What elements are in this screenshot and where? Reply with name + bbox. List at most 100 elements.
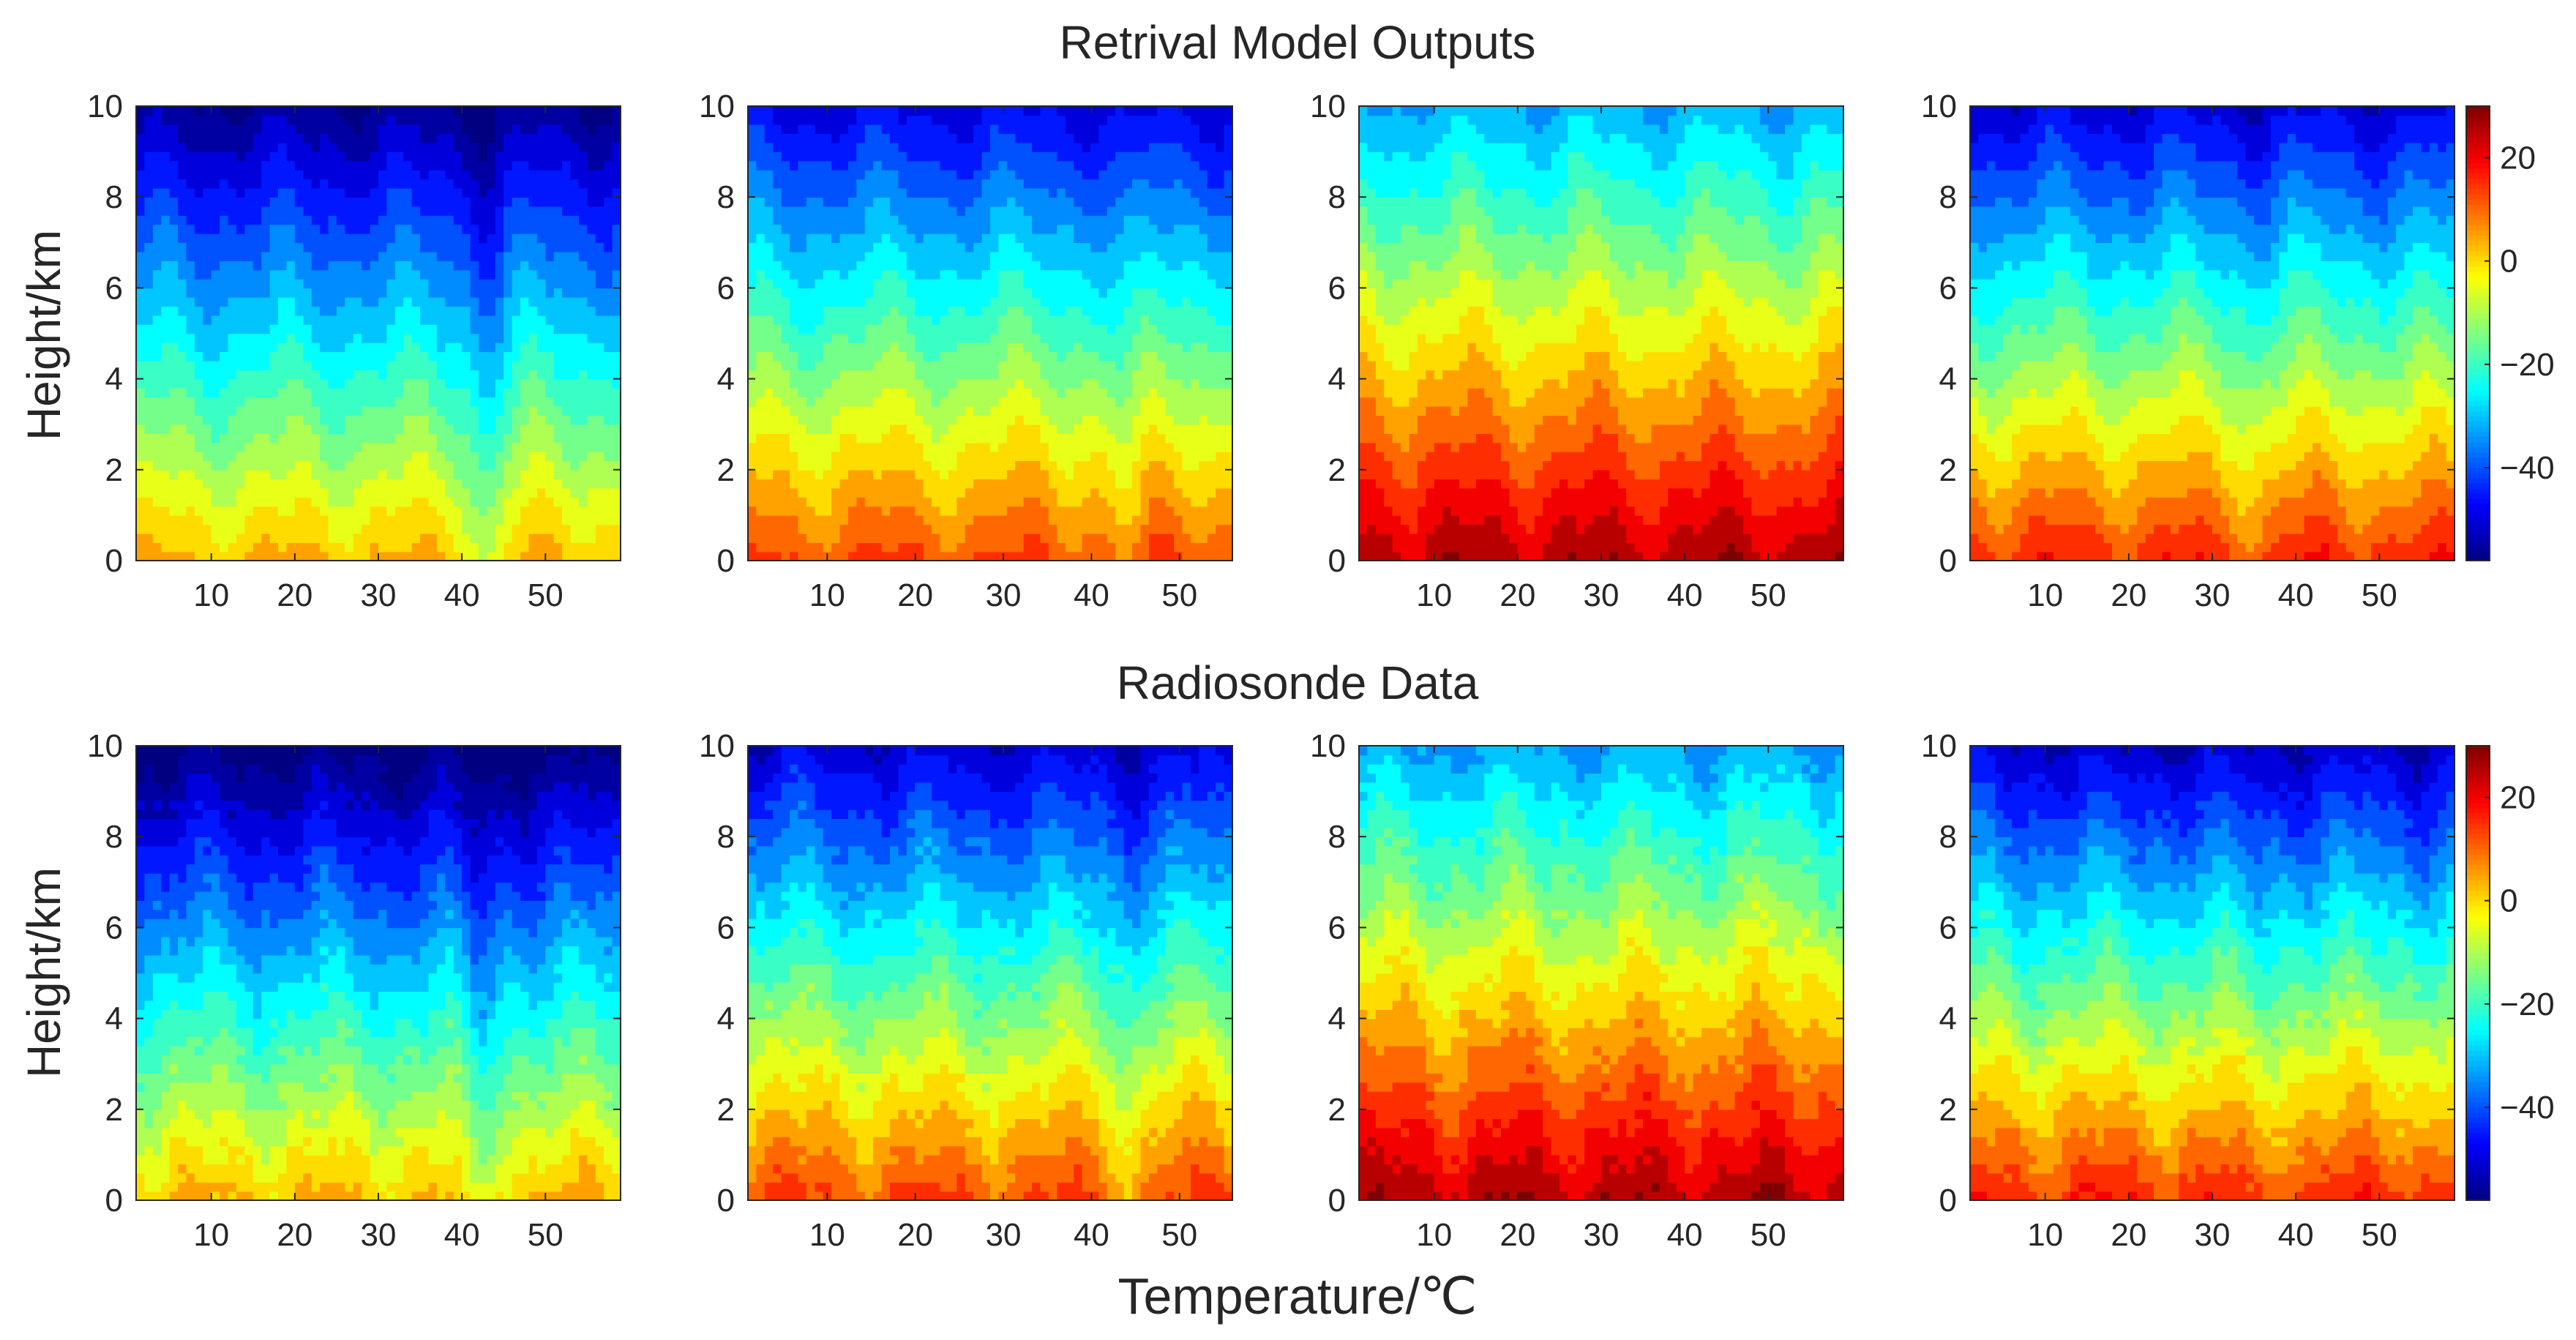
y-tick-label: 0 xyxy=(1939,1183,1957,1219)
x-tick-label: 30 xyxy=(986,577,1022,613)
temperature-field xyxy=(136,746,621,1201)
colorbar-tick-label: −40 xyxy=(2500,450,2555,486)
x-tick-label: 10 xyxy=(1416,577,1452,613)
x-tick-label: 40 xyxy=(2278,1217,2314,1253)
temperature-field xyxy=(1970,106,2455,561)
y-tick-label: 4 xyxy=(1939,1001,1957,1037)
y-tick-label: 8 xyxy=(1328,819,1346,855)
temperature-field xyxy=(136,106,621,561)
y-tick-label: 0 xyxy=(1939,543,1957,579)
temperature-field xyxy=(748,106,1233,561)
y-tick-label: 4 xyxy=(1328,362,1346,397)
y-tick-label: 4 xyxy=(105,1001,123,1037)
x-tick-label: 50 xyxy=(2362,1217,2397,1253)
y-tick-label: 2 xyxy=(1328,1092,1346,1128)
x-tick-label: 20 xyxy=(897,1217,933,1253)
figure: Retrival Model Outputs Radiosonde Data T… xyxy=(0,0,2576,1340)
x-tick-label: 30 xyxy=(986,1217,1022,1253)
x-tick-label: 40 xyxy=(1074,1217,1109,1253)
x-tick-label: 50 xyxy=(1161,1217,1197,1253)
y-tick-label: 10 xyxy=(1921,89,1957,124)
x-tick-label: 20 xyxy=(1499,577,1535,613)
colorbar-tick-label: −40 xyxy=(2500,1090,2555,1126)
y-tick-label: 2 xyxy=(105,1092,123,1128)
x-tick-label: 30 xyxy=(2195,1217,2231,1253)
y-tick-label: 2 xyxy=(717,1092,735,1128)
x-tick-label: 50 xyxy=(2362,577,2397,613)
y-tick-label: 0 xyxy=(105,1183,123,1219)
y-tick-label: 10 xyxy=(87,89,123,124)
x-tick-label: 40 xyxy=(444,577,480,613)
temperature-field xyxy=(748,746,1233,1201)
y-tick-label: 2 xyxy=(717,452,735,488)
y-tick-label: 4 xyxy=(717,1001,735,1037)
y-tick-label: 6 xyxy=(1328,270,1346,306)
x-tick-label: 50 xyxy=(1161,577,1197,613)
x-tick-label: 20 xyxy=(2111,577,2146,613)
x-tick-label: 50 xyxy=(1751,577,1786,613)
y-tick-label: 8 xyxy=(1939,179,1957,215)
colorbar-tick-label: 20 xyxy=(2500,780,2536,816)
y-tick-label: 6 xyxy=(1939,270,1957,306)
y-tick-label: 8 xyxy=(717,819,735,855)
x-tick-label: 20 xyxy=(2111,1217,2146,1253)
row-title-top: Retrival Model Outputs xyxy=(1060,16,1536,69)
y-tick-label: 2 xyxy=(105,452,123,488)
x-tick-label: 20 xyxy=(1499,1217,1535,1253)
x-tick-label: 30 xyxy=(361,577,397,613)
temperature-field xyxy=(1359,106,1844,561)
row-title-bottom: Radiosonde Data xyxy=(1117,656,1479,709)
y-axis-label-top: Height/km xyxy=(18,230,70,441)
x-tick-label: 10 xyxy=(809,577,845,613)
temperature-field xyxy=(1970,746,2455,1201)
y-tick-label: 6 xyxy=(717,270,735,306)
y-tick-label: 4 xyxy=(1939,362,1957,397)
y-tick-label: 2 xyxy=(1939,452,1957,488)
x-tick-label: 50 xyxy=(528,1217,564,1253)
y-tick-label: 4 xyxy=(717,362,735,397)
y-tick-label: 8 xyxy=(105,819,123,855)
x-tick-label: 30 xyxy=(2195,577,2231,613)
x-tick-label: 40 xyxy=(2278,577,2314,613)
y-tick-label: 8 xyxy=(717,179,735,215)
y-tick-label: 10 xyxy=(87,728,123,764)
y-tick-label: 0 xyxy=(1328,543,1346,579)
colorbar-tick-label: 20 xyxy=(2500,141,2536,176)
y-tick-label: 6 xyxy=(1328,910,1346,946)
x-tick-label: 30 xyxy=(1584,1217,1620,1253)
x-tick-label: 20 xyxy=(277,577,312,613)
x-tick-label: 10 xyxy=(193,577,229,613)
y-tick-label: 10 xyxy=(1310,89,1346,124)
x-tick-label: 50 xyxy=(1751,1217,1786,1253)
x-tick-label: 10 xyxy=(809,1217,845,1253)
x-tick-label: 10 xyxy=(2027,1217,2063,1253)
x-tick-label: 10 xyxy=(1416,1217,1452,1253)
y-tick-label: 8 xyxy=(1328,179,1346,215)
y-tick-label: 10 xyxy=(699,728,735,764)
y-tick-label: 10 xyxy=(1921,728,1957,764)
y-tick-label: 0 xyxy=(105,543,123,579)
y-tick-label: 8 xyxy=(105,179,123,215)
colorbar-tick-label: 0 xyxy=(2500,244,2517,280)
x-tick-label: 50 xyxy=(528,577,564,613)
colorbar-tick-label: 0 xyxy=(2500,883,2517,919)
x-tick-label: 20 xyxy=(277,1217,312,1253)
x-tick-label: 40 xyxy=(1667,577,1703,613)
y-tick-label: 6 xyxy=(105,910,123,946)
x-tick-label: 30 xyxy=(361,1217,397,1253)
x-axis-label: Temperature/℃ xyxy=(1117,1268,1477,1325)
x-tick-label: 30 xyxy=(1584,577,1620,613)
y-tick-label: 10 xyxy=(1310,728,1346,764)
y-tick-label: 10 xyxy=(699,89,735,124)
x-tick-label: 40 xyxy=(1667,1217,1703,1253)
